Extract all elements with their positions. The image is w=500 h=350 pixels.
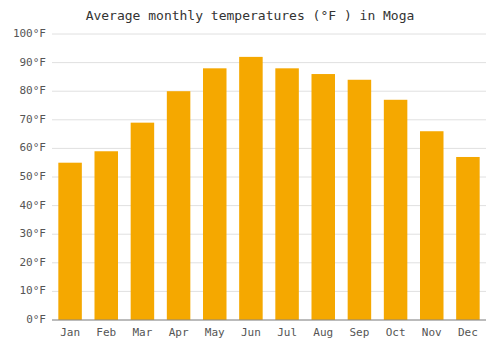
y-tick-label: 100°F: [13, 27, 46, 40]
y-tick-label: 50°F: [20, 170, 47, 183]
chart: 0°F 10°F 20°F 30°F 40°F 50°F 60°F 70°F 80°F 90°F 1…: [0, 0, 500, 350]
y-tick-label: 0°F: [26, 313, 46, 326]
x-tick-label: Dec: [458, 326, 478, 339]
title: Average monthly temperatures (°F ) in Mo…: [86, 8, 415, 23]
bar: [167, 91, 191, 320]
x-tick-label: Jun: [241, 326, 261, 339]
x-tick-label: Aug: [313, 326, 333, 339]
grid-line: [52, 91, 486, 92]
bar: [311, 74, 335, 320]
bar: [239, 57, 263, 320]
grid-line: [52, 62, 486, 63]
x-tick-label: May: [205, 326, 225, 339]
y-tick-label: 90°F: [20, 56, 47, 69]
grid-line: [52, 119, 486, 120]
bar: [203, 68, 227, 320]
y-tick-label: 60°F: [20, 141, 47, 154]
grid-line: [52, 320, 486, 321]
x-tick-label: Feb: [96, 326, 116, 339]
x-tick-label: Apr: [169, 326, 189, 339]
chart-container: 0°F 10°F 20°F 30°F 40°F 50°F 60°F 70°F 80°F 90°F 1…: [0, 0, 500, 350]
y-tick-label: 40°F: [20, 199, 47, 212]
x-tick-label: Jul: [277, 326, 297, 339]
x-tick-label: Jan: [60, 326, 80, 339]
grid-line: [52, 34, 486, 35]
y-tick-label: 10°F: [20, 284, 47, 297]
bar: [94, 151, 118, 320]
bars: [58, 57, 479, 320]
y-tick-label: 20°F: [20, 256, 47, 269]
bar: [456, 157, 480, 320]
x-tick-label: Mar: [132, 326, 152, 339]
bar: [348, 80, 372, 320]
bar: [275, 68, 299, 320]
x-tick-label: Oct: [386, 326, 406, 339]
y-tick-label: 70°F: [20, 113, 47, 126]
bar: [384, 100, 408, 320]
y-tick-label: 30°F: [20, 227, 47, 240]
y-axis: 0°F 10°F 20°F 30°F 40°F 50°F 60°F 70°F 80°F 90°F 1…: [13, 27, 46, 326]
grid: [52, 34, 486, 320]
x-axis-line: [52, 320, 486, 321]
bar: [420, 131, 444, 320]
x-tick-label: Sep: [349, 326, 369, 339]
x-axis: Jan Feb Mar Apr May Jun Jul Aug Sep Oct Nov Dec: [52, 320, 486, 339]
x-tick-label: Nov: [422, 326, 442, 339]
y-tick-label: 80°F: [20, 84, 47, 97]
bar: [58, 163, 82, 320]
bar: [131, 123, 155, 320]
